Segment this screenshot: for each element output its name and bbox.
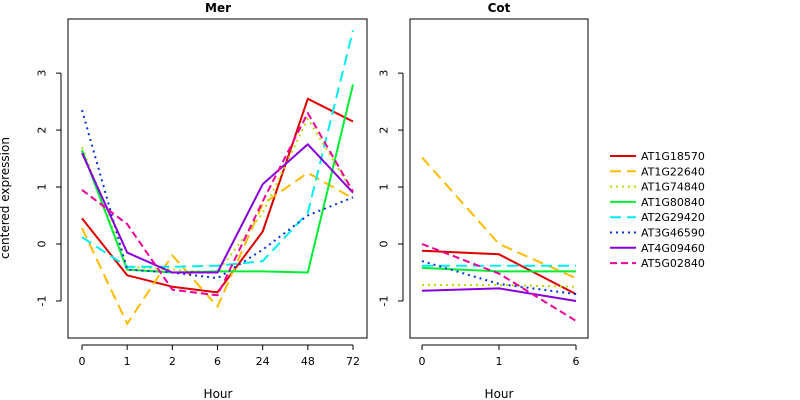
y-axis: -1 0 1 2 3 <box>36 70 62 306</box>
x-tick-label: 24 <box>256 355 270 368</box>
legend-label: AT3G46590 <box>641 227 705 240</box>
legend-label: AT5G02840 <box>641 257 705 270</box>
panel-title: Mer <box>205 1 231 15</box>
x-axis-label: Hour <box>485 387 514 400</box>
series-line-at3g46590 <box>421 260 577 296</box>
y-tick-label: 0 <box>36 241 49 248</box>
x-tick-label: 72 <box>346 355 360 368</box>
series-line-at5g02840 <box>81 112 354 297</box>
series-line-at5g02840 <box>421 243 577 322</box>
legend-label: AT1G80840 <box>641 196 705 209</box>
y-tick-label: 2 <box>36 127 49 134</box>
series-lines <box>421 156 577 322</box>
series-line-at1g74840 <box>422 284 577 288</box>
y-tick-label: -1 <box>378 295 391 306</box>
x-tick-label: 6 <box>214 355 221 368</box>
y-tick-label: 1 <box>36 184 49 191</box>
legend-label: AT4G09460 <box>641 242 705 255</box>
x-tick-label: 1 <box>124 355 131 368</box>
series-line-at1g80840 <box>421 266 576 273</box>
x-tick-label: 6 <box>573 355 580 368</box>
series-line-at1g22640 <box>81 171 354 325</box>
series-line-at4g09460 <box>421 287 577 302</box>
x-axis: 0 1 6 <box>419 344 580 368</box>
legend: AT1G18570 AT1G22640 AT1G74840 AT1G80840 AT2G… <box>610 150 705 270</box>
panel-title: Cot <box>488 1 511 15</box>
series-line-at1g18570 <box>81 97 354 294</box>
legend-label: AT1G18570 <box>641 150 705 163</box>
x-tick-label: 2 <box>169 355 176 368</box>
x-axis: 0 1 2 6 24 48 72 <box>79 344 360 368</box>
legend-label: AT2G29420 <box>641 211 705 224</box>
legend-label: AT1G22640 <box>641 165 705 178</box>
x-tick-label: 48 <box>301 355 315 368</box>
x-tick-label: 0 <box>79 355 86 368</box>
series-lines <box>81 30 354 325</box>
y-tick-label: 1 <box>378 184 391 191</box>
plot-frame <box>67 18 368 339</box>
legend-label: AT1G74840 <box>641 181 705 194</box>
panel-mer: Mer Hour centered expression -1 0 1 2 3 0 1 2 6… <box>0 1 368 400</box>
series-line-at1g18570 <box>421 249 577 295</box>
y-tick-label: 3 <box>378 70 391 77</box>
y-tick-label: -1 <box>36 295 49 306</box>
x-axis-label: Hour <box>204 387 233 400</box>
y-tick-label: 2 <box>378 127 391 134</box>
panel-cot: Cot Hour -1 0 1 2 3 0 1 6 <box>378 1 589 400</box>
x-tick-label: 1 <box>496 355 503 368</box>
y-tick-label: 3 <box>36 70 49 77</box>
y-axis-label: centered expression <box>0 137 12 259</box>
y-axis: -1 0 1 2 3 <box>378 70 404 306</box>
series-line-at1g22640 <box>421 156 577 280</box>
plot-frame <box>409 18 589 339</box>
series-line-at3g46590 <box>81 109 354 280</box>
series-line-at4g09460 <box>81 143 354 274</box>
y-tick-label: 0 <box>378 241 391 248</box>
x-tick-label: 0 <box>419 355 426 368</box>
